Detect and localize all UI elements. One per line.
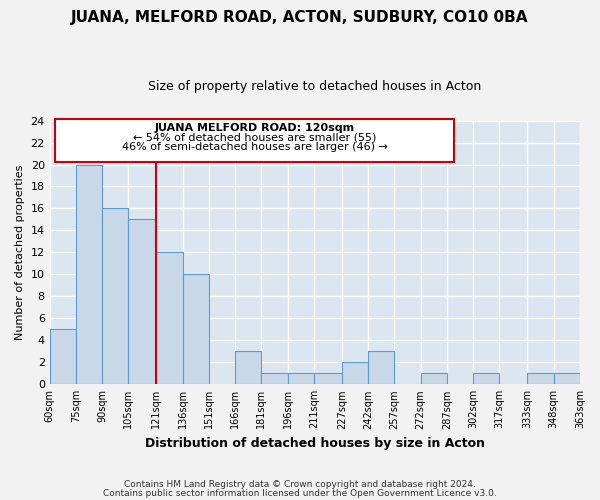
Bar bbox=[262, 374, 288, 384]
Bar bbox=[50, 330, 76, 384]
Bar bbox=[288, 374, 314, 384]
Bar bbox=[421, 374, 447, 384]
Text: JUANA MELFORD ROAD: 120sqm: JUANA MELFORD ROAD: 120sqm bbox=[154, 124, 355, 134]
Text: Contains HM Land Registry data © Crown copyright and database right 2024.: Contains HM Land Registry data © Crown c… bbox=[124, 480, 476, 489]
Bar bbox=[157, 252, 182, 384]
Text: Contains public sector information licensed under the Open Government Licence v3: Contains public sector information licen… bbox=[103, 489, 497, 498]
Bar bbox=[128, 220, 157, 384]
Bar bbox=[235, 352, 262, 384]
Text: JUANA, MELFORD ROAD, ACTON, SUDBURY, CO10 0BA: JUANA, MELFORD ROAD, ACTON, SUDBURY, CO1… bbox=[71, 10, 529, 25]
Bar bbox=[368, 352, 394, 384]
Text: ← 54% of detached houses are smaller (55): ← 54% of detached houses are smaller (55… bbox=[133, 132, 376, 142]
Bar bbox=[554, 374, 580, 384]
Bar bbox=[527, 374, 554, 384]
Y-axis label: Number of detached properties: Number of detached properties bbox=[15, 164, 25, 340]
Title: Size of property relative to detached houses in Acton: Size of property relative to detached ho… bbox=[148, 80, 481, 93]
Bar bbox=[314, 374, 342, 384]
Bar bbox=[76, 164, 102, 384]
Bar bbox=[102, 208, 128, 384]
X-axis label: Distribution of detached houses by size in Acton: Distribution of detached houses by size … bbox=[145, 437, 485, 450]
Text: 46% of semi-detached houses are larger (46) →: 46% of semi-detached houses are larger (… bbox=[122, 142, 388, 152]
Bar bbox=[473, 374, 499, 384]
FancyBboxPatch shape bbox=[55, 120, 454, 162]
Bar bbox=[342, 362, 368, 384]
Bar bbox=[182, 274, 209, 384]
